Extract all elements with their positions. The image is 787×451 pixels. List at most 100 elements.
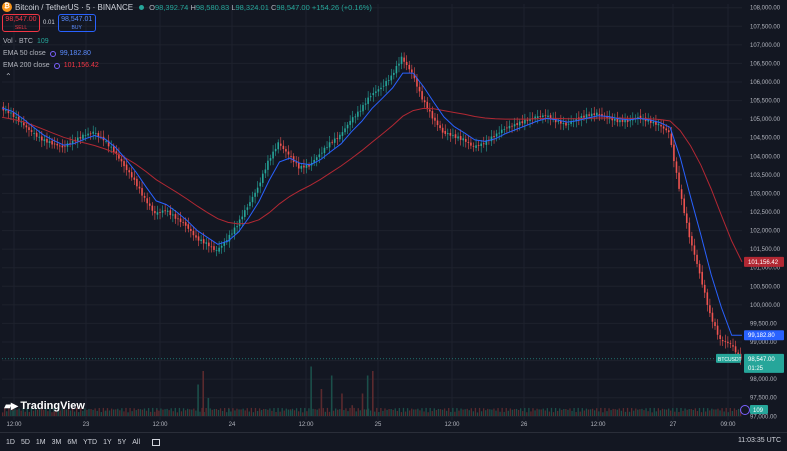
volume-bar (57, 408, 59, 416)
volume-bar (647, 411, 649, 416)
volume-spike (228, 408, 230, 416)
candle-body (146, 198, 148, 204)
ema50-indicator[interactable]: EMA 50 close 99,182.80 (3, 50, 91, 57)
volume-bar (137, 408, 139, 416)
candle-body (495, 133, 498, 137)
candle-body (665, 128, 668, 131)
candle-body (652, 121, 655, 124)
candle-body (693, 245, 696, 255)
candle-body (82, 134, 84, 139)
volume-bar (409, 410, 411, 416)
candle-body (508, 125, 511, 129)
volume-bar (493, 408, 495, 416)
candle-body (179, 218, 182, 222)
volume-bar (522, 411, 524, 416)
ema50-line (1, 72, 743, 336)
volume-bar (98, 407, 100, 416)
candle-body (292, 156, 295, 163)
volume-indicator[interactable]: Vol · BTC 109 (3, 38, 49, 45)
candle-body (714, 322, 716, 327)
symbol-title[interactable]: Bitcoin / TetherUS · 5 · BINANCE (15, 2, 134, 12)
volume-bar (520, 408, 522, 416)
timeframe-ytd[interactable]: YTD (83, 438, 98, 446)
volume-bar (78, 412, 80, 416)
price-tick-label: 108,000.00 (750, 6, 781, 12)
candle-body (79, 137, 82, 139)
candle-body (413, 73, 416, 79)
sell-button[interactable]: 98,547.00 SELL (2, 14, 40, 32)
volume-bar (450, 411, 452, 416)
volume-bar (594, 410, 596, 416)
candle-body (621, 119, 624, 122)
price-tick-label: 106,000.00 (750, 80, 781, 86)
ema50-settings-icon[interactable] (49, 50, 56, 57)
timeframe-5y[interactable]: 5Y (117, 438, 127, 446)
ema200-indicator[interactable]: EMA 200 close 101,156.42 (3, 62, 99, 69)
timeframe-5d[interactable]: 5D (20, 438, 30, 446)
candle-body (41, 136, 43, 141)
candle-body (549, 115, 552, 120)
volume-bar (499, 411, 501, 416)
buy-button[interactable]: 98,547.01 BUY (57, 14, 96, 32)
volume-bar (115, 409, 117, 416)
utc-clock[interactable]: 11:03:35 UTC (737, 437, 781, 444)
candle-body (136, 178, 138, 187)
calendar-icon[interactable] (152, 438, 161, 446)
timeframe-3m[interactable]: 3M (51, 438, 62, 446)
volume-bar (657, 408, 660, 416)
volume-bar (668, 408, 670, 416)
volume-bar (665, 409, 668, 416)
candle-body (197, 236, 200, 241)
candle-body (506, 127, 508, 129)
volume-bar (672, 408, 674, 416)
candle-body (87, 133, 89, 136)
volume-bar (682, 410, 684, 416)
ema200-settings-icon[interactable] (53, 62, 60, 69)
volume-bar (398, 407, 401, 416)
timeframe-1d[interactable]: 1D (6, 438, 15, 446)
candle-body (500, 129, 503, 133)
volume-bar (133, 408, 135, 416)
volume-bar (606, 411, 608, 416)
price-chart[interactable]: 108,000.00 107,500.00 107,000.00 106,500.00… (0, 0, 787, 432)
timeframe-6m[interactable]: 6M (67, 438, 78, 446)
volume-bar (557, 410, 559, 416)
volume-bar (92, 409, 94, 416)
candle-body (570, 121, 572, 124)
candle-body (732, 345, 734, 347)
candle-body (315, 157, 318, 160)
volume-bar (415, 409, 417, 416)
volume-spike (12, 410, 14, 416)
volume-bar (113, 409, 115, 416)
volume-bar (213, 409, 216, 416)
volume-bar (717, 408, 719, 416)
volume-bar (509, 408, 512, 416)
volume-bar (145, 410, 148, 416)
candle-body (143, 195, 146, 198)
collapse-legend-icon[interactable]: ⌃ (5, 72, 12, 81)
volume-bar (248, 411, 250, 416)
volume-visibility-icon[interactable] (740, 405, 750, 415)
volume-bar (203, 411, 205, 416)
volume-bar (573, 407, 575, 416)
candle-body (446, 133, 449, 135)
candle-body (649, 119, 652, 123)
price-tick-label: 101,000.00 (750, 266, 781, 272)
volume-bar (367, 408, 370, 416)
price-tick-label: 105,500.00 (750, 99, 781, 105)
candles (2, 52, 742, 365)
timeframe-all[interactable]: All (132, 438, 141, 446)
volume-bar (396, 410, 398, 416)
time-tick-label: 09:00 (720, 422, 736, 428)
candle-body (156, 212, 159, 215)
timeframe-1m[interactable]: 1M (35, 438, 46, 446)
volume-bar (713, 409, 715, 416)
volume-bar (39, 409, 41, 416)
volume-bar (345, 408, 347, 416)
volume-bar (326, 407, 329, 416)
timeframe-1y[interactable]: 1Y (103, 438, 112, 446)
candle-body (326, 147, 328, 148)
volume-bar (20, 410, 22, 416)
candle-body (416, 78, 418, 87)
volume-spike (372, 371, 374, 416)
